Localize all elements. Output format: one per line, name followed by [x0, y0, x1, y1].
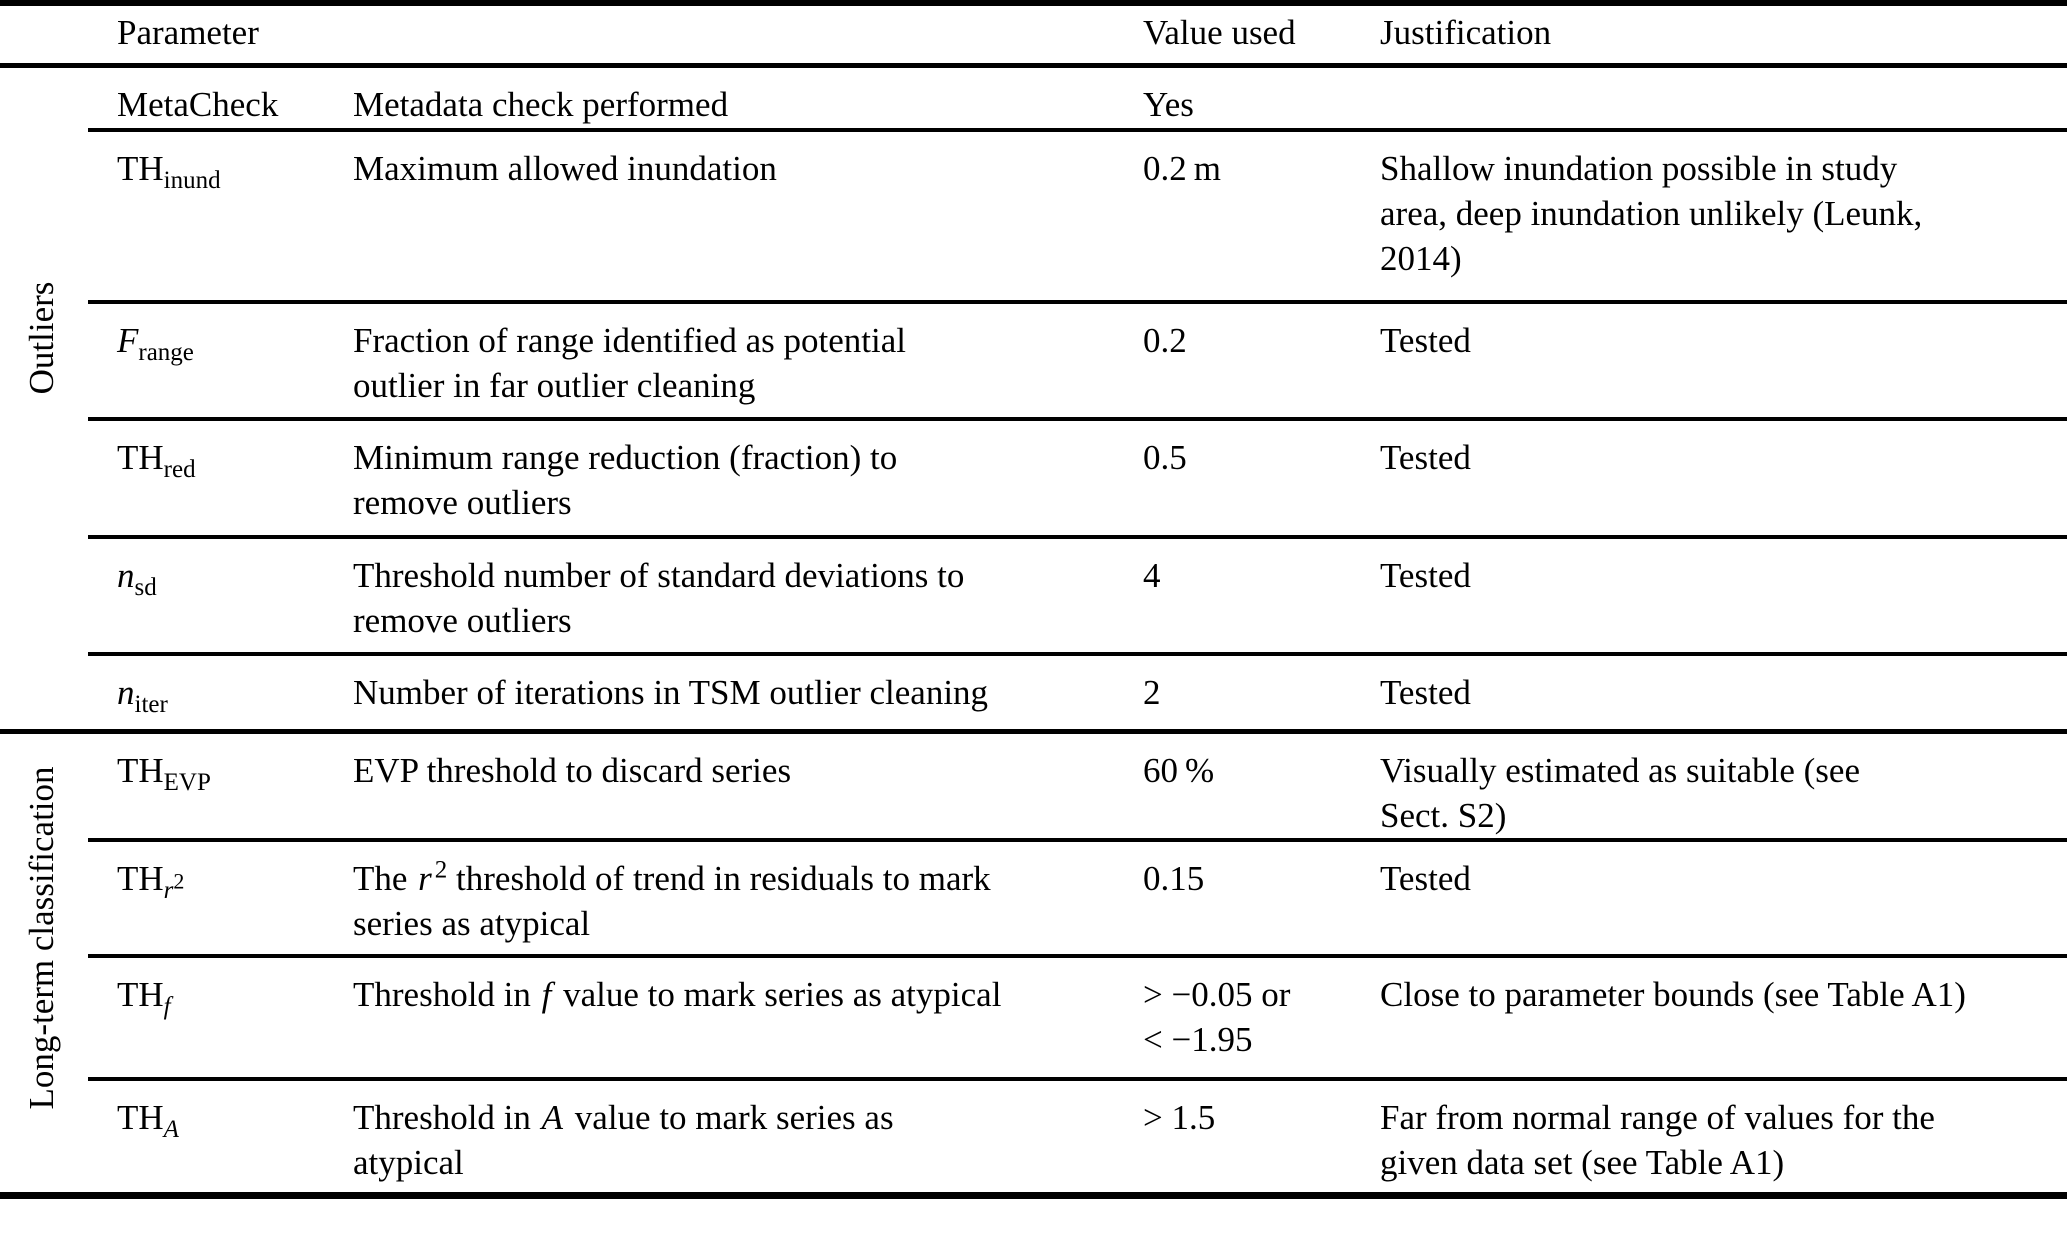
justification-cell: Tested	[1351, 419, 2067, 539]
table-row-th-red: THred Minimum range reduction (fraction)…	[0, 419, 2067, 539]
value-cell: 0.2	[1114, 302, 1351, 421]
param-cell: nsd	[88, 537, 324, 656]
table-row-th-evp: Long-term classification THEVP EVP thres…	[0, 731, 2067, 1109]
justification-cell: Close to parameter bounds (see Table A1)	[1351, 955, 2067, 1081]
header-group-spacer	[0, 3, 88, 68]
param-cell: THf	[88, 955, 324, 1081]
table-row-th-f: THf Threshold in f value to mark series …	[0, 955, 2067, 1081]
table-row-n-iter: niter Number of iterations in TSM outlie…	[0, 654, 2067, 734]
header-row: Parameter Value used Justification	[0, 3, 2067, 68]
desc-cell: EVP threshold to discard series	[324, 731, 1114, 842]
param-cell: THr2	[88, 839, 324, 958]
table-row-th-inund: THinund Maximum allowed inundation 0.2 m…	[0, 130, 2067, 304]
desc-cell: Threshold in f value to mark series as a…	[324, 955, 1114, 1081]
desc-cell: Maximum allowed inundation	[324, 130, 1114, 304]
value-cell: 2	[1114, 654, 1351, 734]
desc-cell: Metadata check performed	[324, 65, 1114, 132]
column-header-value-used: Value used	[1114, 3, 1351, 68]
desc-cell: Minimum range reduction (fraction) to re…	[324, 419, 1114, 539]
row-group-label-outliers: Outliers	[22, 281, 61, 394]
table-row-f-range: Frange Fraction of range identified as p…	[0, 302, 2067, 421]
param-cell: MetaCheck	[88, 65, 324, 132]
desc-cell: Threshold in A value to mark series as a…	[353, 1097, 894, 1182]
table-row-th-a: THA Threshold in A value to mark series …	[0, 1079, 2067, 1196]
justification-cell	[1351, 65, 2067, 132]
justification-cell: Tested	[1351, 302, 2067, 421]
column-header-parameter: Parameter	[88, 3, 1114, 68]
param-cell: THA	[117, 1097, 179, 1143]
value-cell: 0.5	[1114, 419, 1351, 539]
param-cell: THEVP	[88, 731, 324, 842]
table-row-metacheck: Outliers MetaCheck Metadata check perfor…	[0, 65, 2067, 734]
justification-cell: Tested	[1351, 537, 2067, 656]
justification-cell: Tested	[1351, 654, 2067, 734]
row-group-cell-outliers: Outliers	[0, 65, 88, 734]
param-cell: THred	[88, 419, 324, 539]
value-cell: Yes	[1114, 65, 1351, 132]
param-cell: THinund	[88, 130, 324, 304]
value-cell: > −0.05 or < −1.95	[1114, 955, 1351, 1081]
param-cell: niter	[88, 654, 324, 734]
table-row-n-sd: nsd Threshold number of standard deviati…	[0, 537, 2067, 656]
justification-cell: Tested	[1351, 839, 2067, 958]
value-cell: 0.2 m	[1114, 130, 1351, 304]
parameters-table: Parameter Value used Justification Outli…	[0, 0, 2067, 1199]
value-cell: 4	[1114, 537, 1351, 656]
desc-cell: Threshold number of standard deviations …	[324, 537, 1114, 656]
desc-cell: Number of iterations in TSM outlier clea…	[324, 654, 1114, 734]
value-cell: > 1.5	[1143, 1097, 1216, 1137]
justification-cell: Far from normal range of values for the …	[1380, 1097, 1935, 1182]
param-cell: Frange	[88, 302, 324, 421]
value-cell: 60 %	[1114, 731, 1351, 842]
value-cell: 0.15	[1114, 839, 1351, 958]
justification-cell: Visually estimated as suitable (see Sect…	[1351, 731, 2067, 842]
row-group-cell-long-term: Long-term classification	[0, 731, 88, 1196]
row-group-label-long-term-classification: Long-term classification	[22, 765, 61, 1110]
column-header-justification: Justification	[1351, 3, 2067, 68]
desc-cell: Fraction of range identified as potentia…	[324, 302, 1114, 421]
justification-cell: Shallow inundation possible in study are…	[1351, 130, 2067, 304]
